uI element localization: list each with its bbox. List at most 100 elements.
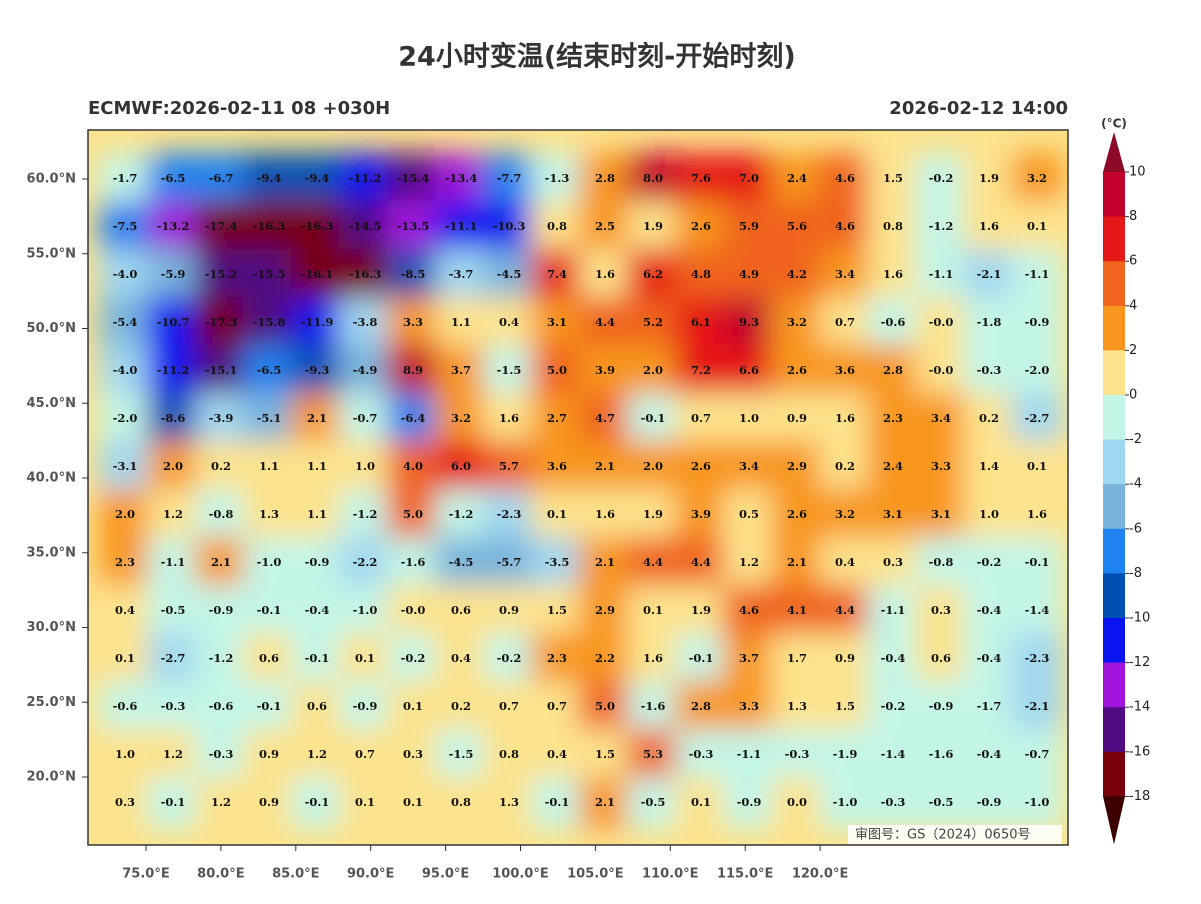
field-cell [99,537,151,589]
grid-value: -1.4 [881,747,906,761]
field-cell [915,633,967,685]
grid-value: -0.2 [881,699,906,713]
field-cell [1011,729,1063,781]
field-cell [963,441,1015,493]
field-cell [867,393,919,445]
field-cell [867,345,919,397]
grid-value: 5.9 [739,219,759,233]
grid-value: 0.2 [451,699,471,713]
colorbar-label: 4 [1129,298,1137,313]
grid-value: -0.1 [545,795,570,809]
grid-value: -0.5 [929,795,954,809]
grid-value: 0.1 [1027,459,1047,473]
grid-value: 4.4 [595,315,615,329]
grid-value: 2.4 [787,171,807,185]
grid-value: 0.7 [547,699,567,713]
grid-value: 1.6 [595,507,615,521]
lat-label: 40.0°N [27,471,76,486]
field-cell [1011,345,1063,397]
field-cell [579,489,631,541]
colorbar-band [1103,618,1125,664]
field-cell [675,633,727,685]
lon-label: 120.0°E [792,867,849,882]
grid-value: 4.6 [835,219,855,233]
field-cell [579,297,631,349]
plot-frame [87,129,1069,846]
field-cell [579,777,631,829]
field-cell [483,585,535,637]
grid-value: 0.7 [355,747,375,761]
grid-value: -1.7 [977,699,1002,713]
grid-value: 0.3 [403,747,423,761]
grid-value: -0.4 [881,651,906,665]
lat-label: 25.0°N [27,695,76,710]
grid-value: -1.9 [833,747,858,761]
grid-value: 0.2 [979,411,999,425]
field-cell [531,489,583,541]
grid-value: 3.6 [547,459,567,473]
field-cell [1011,441,1063,493]
grid-value: -1.1 [1025,267,1050,281]
field-cell [1011,201,1063,253]
field-cell [1011,489,1063,541]
grid-value: -1.6 [929,747,954,761]
colorbar-band [1103,662,1125,708]
field-cell [771,633,823,685]
grid-value: -1.1 [161,555,186,569]
field-cell [867,153,919,205]
field-cell [435,681,487,733]
field-cell [915,201,967,253]
field-cell [819,201,871,253]
field-cell [195,345,247,397]
field-cell [339,441,391,493]
field-cell [99,249,151,301]
field-cell [195,729,247,781]
field-cell [675,345,727,397]
grid-value: -1.0 [833,795,858,809]
field-cell [99,441,151,493]
field-cell [531,633,583,685]
grid-value: 2.0 [643,459,663,473]
grid-value: 4.0 [403,459,423,473]
grid-value: 1.2 [307,747,327,761]
grid-value: -7.5 [113,219,138,233]
grid-value: 6.6 [739,363,759,377]
field-cell [579,249,631,301]
colorbar-label: 0 [1129,388,1137,403]
field-cell [195,249,247,301]
grid-value: 2.1 [787,555,807,569]
grid-value: 3.9 [691,507,711,521]
field-cell [963,201,1015,253]
grid-value: 2.1 [211,555,231,569]
field-cell [579,681,631,733]
field-cell [243,537,295,589]
grid-value: -0.3 [785,747,810,761]
field-cell [675,297,727,349]
grid-value: 2.3 [547,651,567,665]
lon-label: 110.0°E [642,867,699,882]
field-cell [147,441,199,493]
grid-value: 3.1 [931,507,951,521]
lon-label: 95.0°E [422,867,469,882]
grid-value: 0.7 [691,411,711,425]
field-cell [867,777,919,829]
field-cell [435,249,487,301]
grid-value: 1.5 [547,603,567,617]
field-cell [579,585,631,637]
field-cell [195,681,247,733]
grid-value: 1.6 [499,411,519,425]
field-cell [435,393,487,445]
colorbar-band [1103,261,1125,307]
field-cell [99,393,151,445]
field-cell [339,153,391,205]
grid-value: -14.5 [349,219,382,233]
field-cell [387,393,439,445]
grid-value: 1.0 [739,411,759,425]
grid-value: -17.4 [205,219,238,233]
grid-value: -5.9 [161,267,186,281]
field-cell [387,537,439,589]
field-cell [531,585,583,637]
field-cell [291,585,343,637]
grid-value: -2.0 [113,411,138,425]
colorbar-band [1103,439,1125,485]
